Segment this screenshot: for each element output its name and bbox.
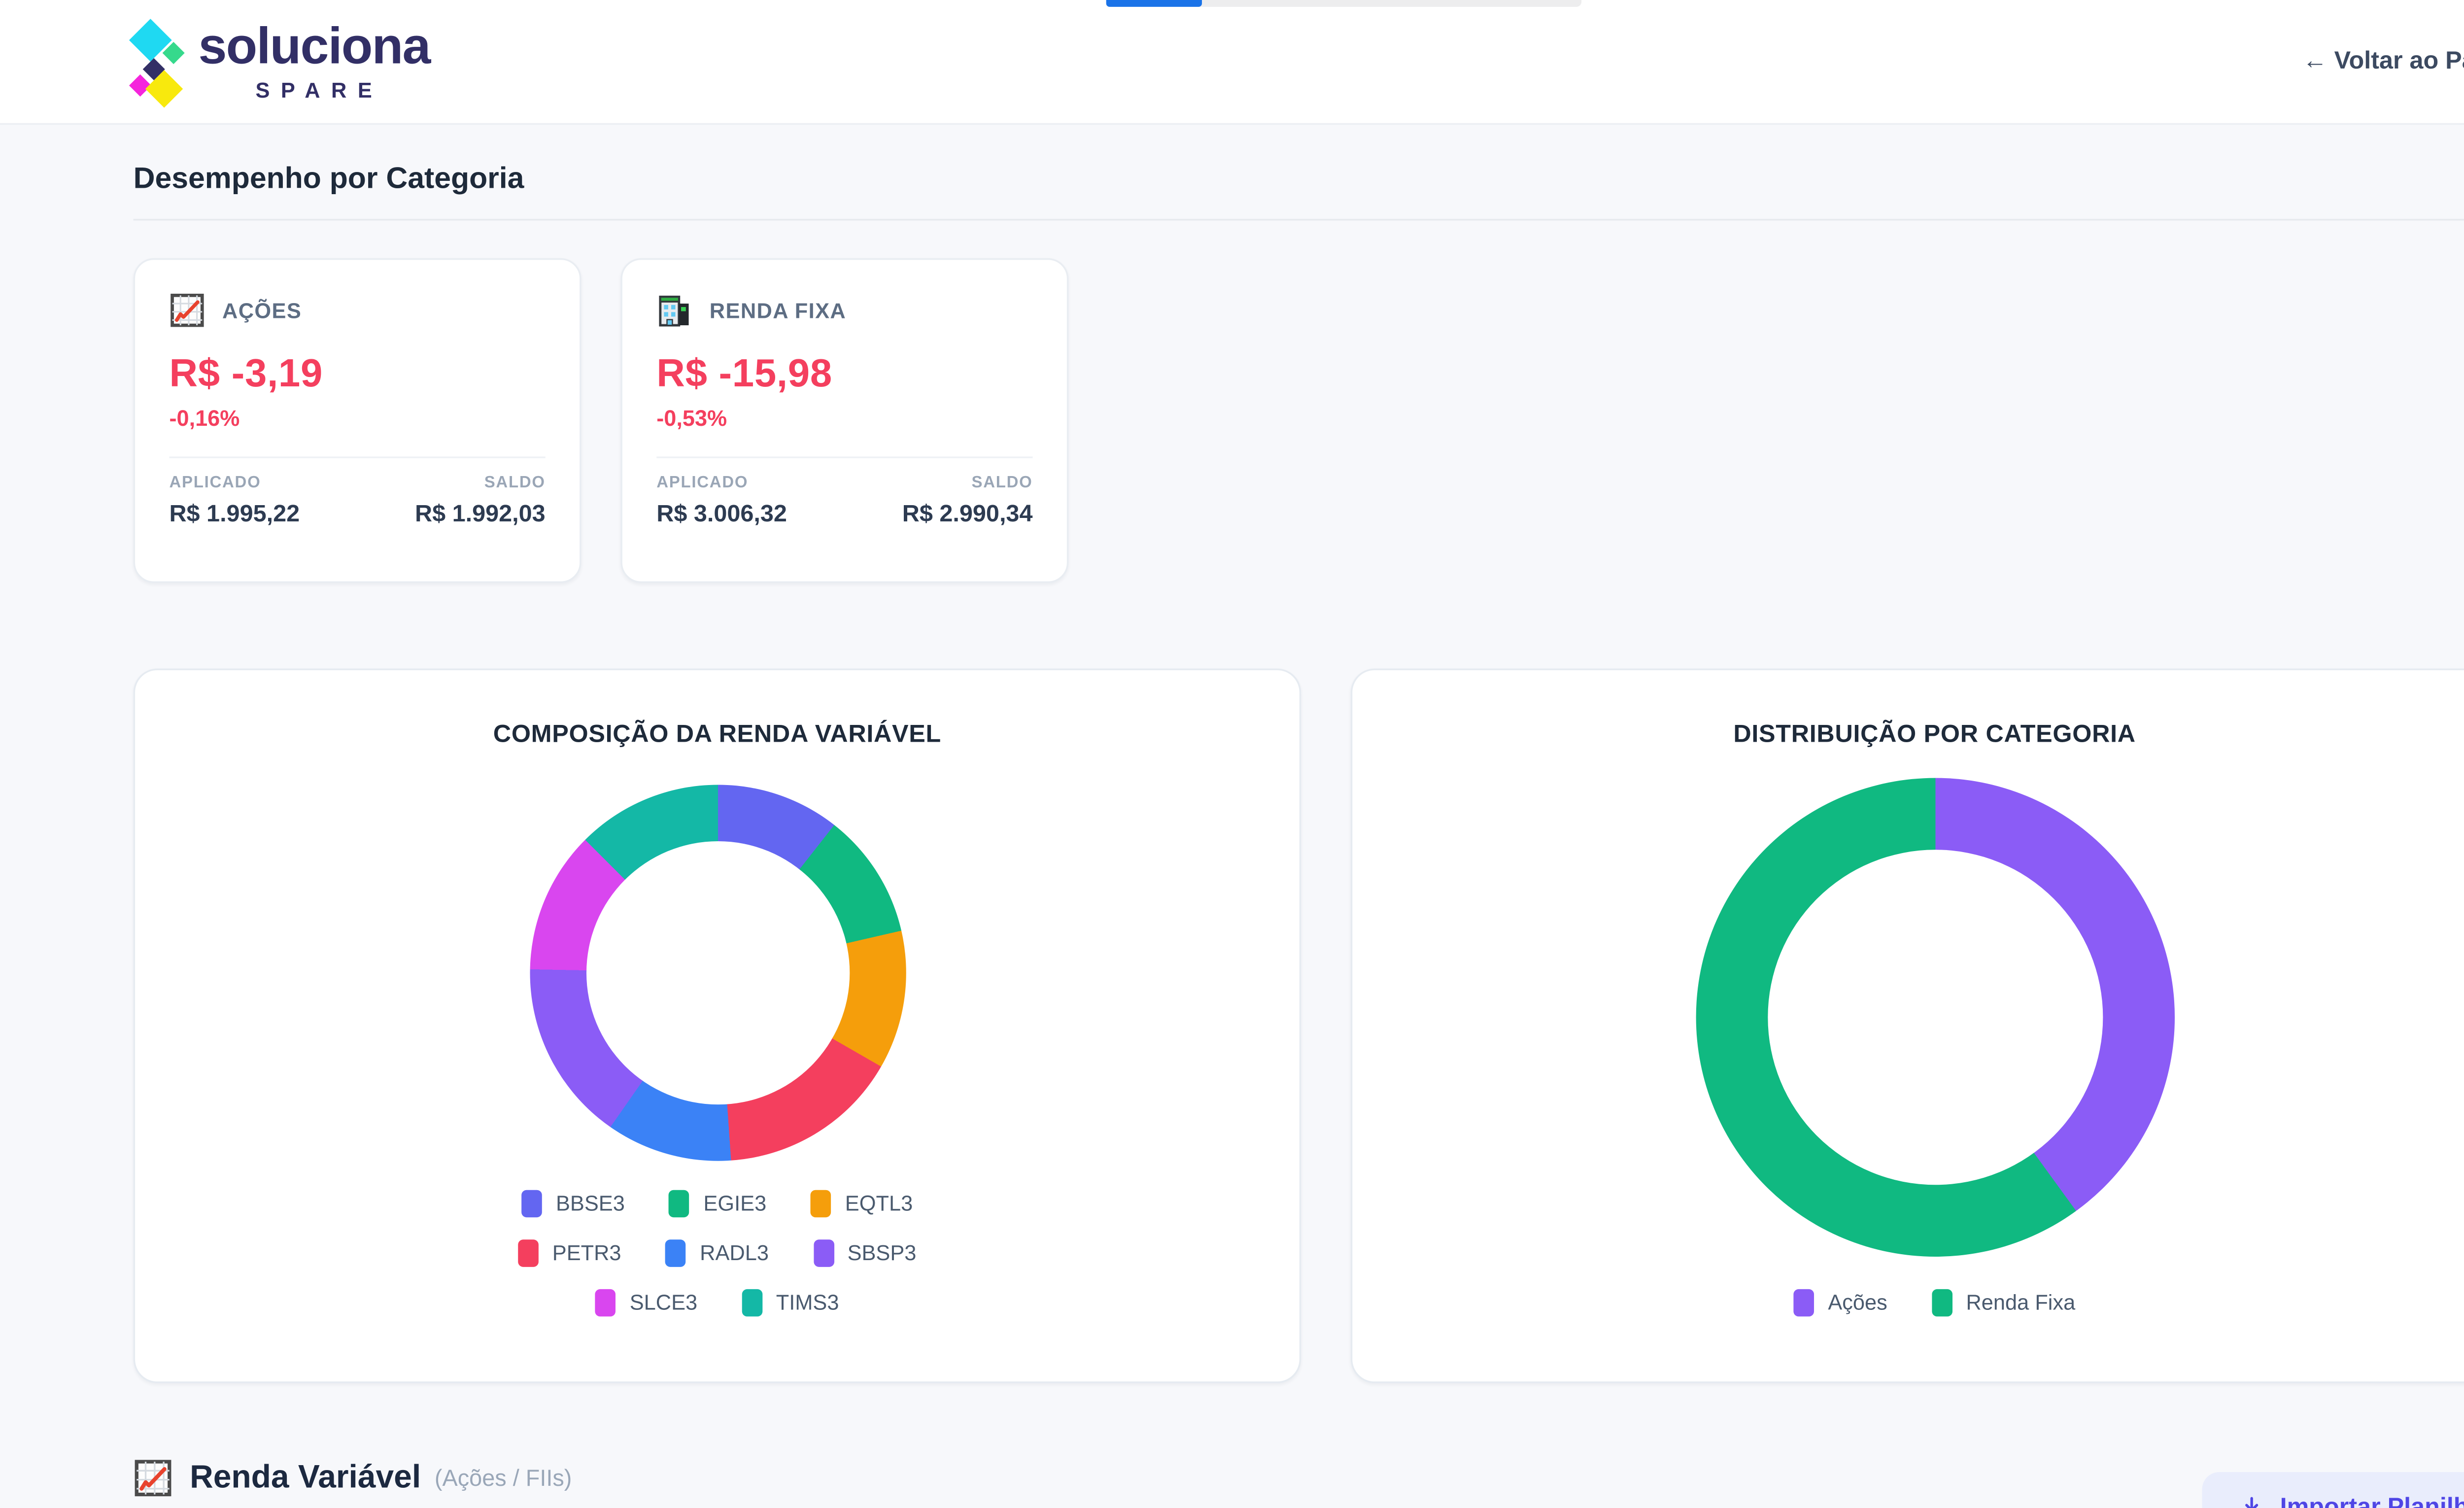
legend-row: BBSE3 EGIE3 EQTL3	[135, 1190, 1300, 1218]
legend-item-a-es[interactable]: Ações	[1793, 1289, 1887, 1317]
balance-label: SALDO	[971, 474, 1033, 493]
legend-label: EGIE3	[703, 1192, 767, 1216]
page-load-progress	[1106, 0, 1582, 7]
chart-legend: BBSE3 EGIE3 EQTL3 PETR3 RADL3 SBSP3 SLCE3 TIMS3	[135, 1190, 1300, 1317]
legend-item-slce3[interactable]: SLCE3	[595, 1289, 697, 1317]
legend-swatch	[665, 1239, 686, 1267]
legend-item-eqtl3[interactable]: EQTL3	[811, 1190, 913, 1218]
logo-icon	[129, 18, 185, 107]
renda-variavel-title: Renda Variável	[190, 1459, 421, 1495]
legend-swatch	[518, 1239, 539, 1267]
legend-label: TIMS3	[776, 1291, 839, 1315]
download-icon	[2244, 1497, 2258, 1508]
legend-swatch	[521, 1190, 543, 1218]
card-value: R$ -15,98	[656, 350, 832, 395]
back-to-panel-link[interactable]: ← Voltar ao Painel	[2302, 48, 2464, 75]
chart-increasing-icon	[135, 1460, 171, 1497]
chart-card-composicao-renda-variavel: COMPOSIÇÃO DA RENDA VARIÁVEL BBSE3 EGIE3 E…	[133, 668, 1301, 1383]
main-content: Desempenho por Categoria AÇÕES R$ -3,19 …	[0, 161, 2464, 1508]
legend-row: PETR3 RADL3 SBSP3	[135, 1239, 1300, 1267]
legend-swatch	[813, 1239, 834, 1267]
legend-item-egie3[interactable]: EGIE3	[669, 1190, 766, 1218]
card-divider	[656, 456, 1033, 458]
legend-item-petr3[interactable]: PETR3	[518, 1239, 621, 1267]
import-spreadsheet-button[interactable]: Importar Planilha	[2201, 1472, 2464, 1508]
card-percent: -0,16%	[169, 405, 240, 431]
page-title: Desempenho por Categoria	[133, 161, 524, 195]
renda-variavel-section-header: Renda Variável (Ações / FIIs) Importar P…	[134, 1458, 2464, 1508]
legend-item-bbse3[interactable]: BBSE3	[521, 1190, 625, 1218]
donut-chart-composicao[interactable]	[529, 785, 906, 1161]
card-value: R$ -3,19	[169, 350, 323, 395]
header: soluciona SPARE ← Voltar ao Painel	[0, 0, 2464, 125]
legend-label: SBSP3	[847, 1241, 917, 1266]
applied-value: R$ 1.995,22	[169, 499, 300, 527]
applied-label: APLICADO	[169, 474, 261, 493]
chart-title: COMPOSIÇÃO DA RENDA VARIÁVEL	[493, 721, 942, 749]
legend-item-sbsp3[interactable]: SBSP3	[813, 1239, 916, 1267]
balance-value: R$ 2.990,34	[902, 499, 1033, 527]
legend-label: EQTL3	[845, 1192, 913, 1216]
legend-row: SLCE3 TIMS3	[135, 1289, 1300, 1317]
chart-legend: Ações Renda Fixa	[1352, 1289, 2464, 1317]
legend-swatch	[742, 1289, 762, 1317]
legend-swatch	[669, 1190, 690, 1218]
legend-label: Ações	[1828, 1291, 1887, 1315]
legend-item-renda-fixa[interactable]: Renda Fixa	[1932, 1289, 2075, 1317]
page-load-progress-fill	[1106, 0, 1201, 7]
card-label: RENDA FIXA	[709, 298, 847, 322]
legend-label: RADL3	[700, 1241, 769, 1266]
summary-card-acoes: AÇÕES R$ -3,19 -0,16% APLICADO R$ 1.995,…	[133, 258, 582, 583]
balance-label: SALDO	[484, 474, 546, 493]
summary-card-renda-fixa: RENDA FIXA R$ -15,98 -0,53% APLICADO R$ …	[620, 258, 1069, 583]
renda-variavel-subtitle: (Ações / FIIs)	[434, 1465, 572, 1491]
card-label: AÇÕES	[222, 298, 302, 322]
import-button-label: Importar Planilha	[2280, 1494, 2464, 1508]
legend-label: BBSE3	[555, 1192, 625, 1216]
charts-row: COMPOSIÇÃO DA RENDA VARIÁVEL BBSE3 EGIE3 E…	[133, 668, 2464, 1383]
bank-icon	[659, 295, 689, 327]
legend-item-tims3[interactable]: TIMS3	[742, 1289, 839, 1317]
card-percent: -0,53%	[656, 405, 727, 431]
legend-item-radl3[interactable]: RADL3	[665, 1239, 769, 1267]
chart-card-distribuicao-categoria: DISTRIBUIÇÃO POR CATEGORIA Ações Renda Fi…	[1350, 668, 2464, 1383]
section-divider	[133, 219, 2464, 221]
legend-swatch	[1793, 1289, 1814, 1317]
chart-title: DISTRIBUIÇÃO POR CATEGORIA	[1733, 721, 2136, 749]
logo-wordmark: soluciona	[198, 19, 431, 76]
chart-increasing-icon	[171, 293, 204, 327]
summary-cards-row: AÇÕES R$ -3,19 -0,16% APLICADO R$ 1.995,…	[133, 258, 2464, 583]
legend-swatch	[595, 1289, 616, 1317]
legend-swatch	[811, 1190, 832, 1218]
logo[interactable]: soluciona SPARE	[128, 16, 431, 107]
applied-label: APLICADO	[656, 474, 749, 493]
legend-swatch	[1932, 1289, 1952, 1317]
legend-label: PETR3	[552, 1241, 621, 1266]
legend-label: Renda Fixa	[1966, 1291, 2076, 1315]
legend-row: Ações Renda Fixa	[1352, 1289, 2464, 1317]
card-divider	[169, 456, 546, 458]
applied-value: R$ 3.006,32	[656, 499, 787, 527]
donut-chart-distribuicao[interactable]	[1695, 778, 2174, 1257]
balance-value: R$ 1.992,03	[415, 499, 546, 527]
legend-label: SLCE3	[629, 1291, 698, 1315]
logo-subtext: SPARE	[255, 78, 383, 103]
